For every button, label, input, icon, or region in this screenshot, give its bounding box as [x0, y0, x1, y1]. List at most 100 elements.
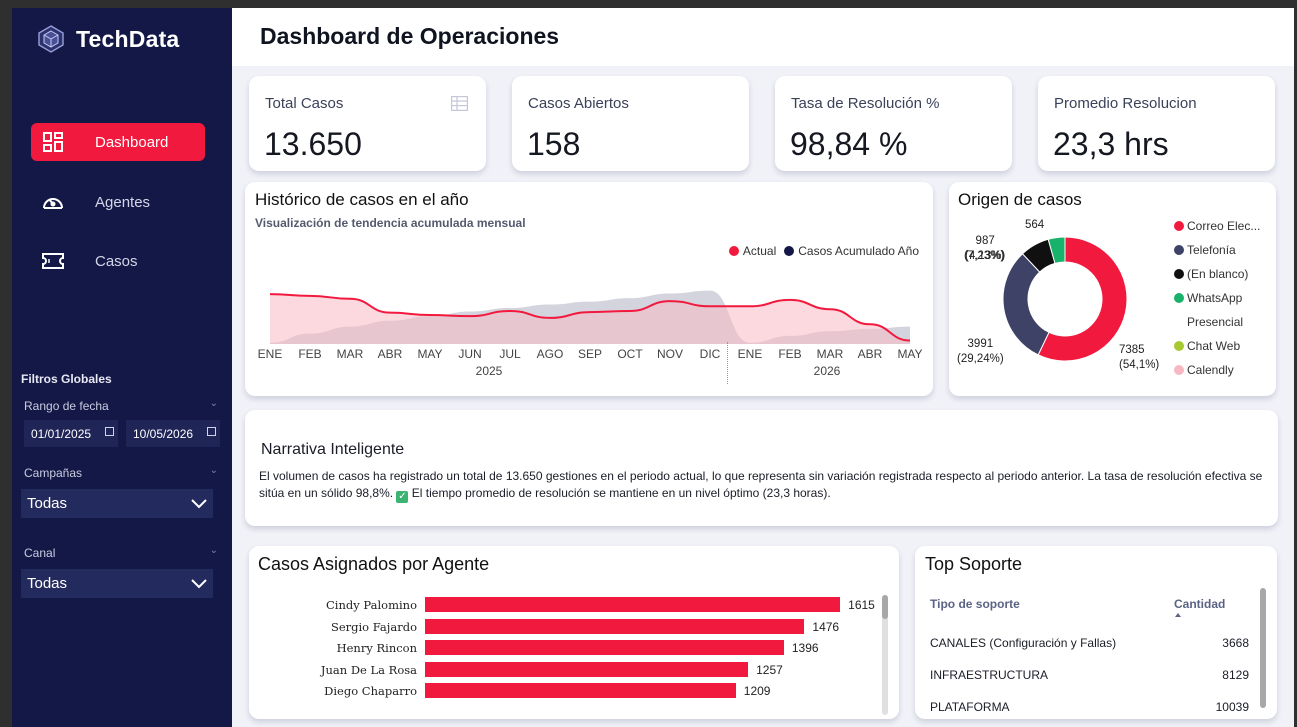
- legend-marker: [1174, 293, 1184, 303]
- slice-label: 987 (4,13%): [965, 234, 1005, 264]
- kpi-card-open[interactable]: Casos Abiertos 158: [512, 76, 749, 171]
- history-chart-card[interactable]: Histórico de casos en el año Visualizaci…: [245, 182, 933, 396]
- date-to-input[interactable]: 10/05/2026: [126, 420, 220, 447]
- brand-name: TechData: [76, 25, 180, 52]
- kpi-title: Promedio Resolucion: [1054, 95, 1197, 112]
- legend-item[interactable]: Actual: [728, 244, 777, 258]
- bar-value-label: 1615: [848, 598, 875, 612]
- legend-label: Presencial: [1187, 315, 1244, 329]
- sidebar-item-dashboard[interactable]: Dashboard: [31, 123, 205, 161]
- top-support-card[interactable]: Top Soporte Tipo de soporte Cantidad CAN…: [915, 546, 1277, 719]
- sort-ascending-icon[interactable]: [1175, 613, 1181, 617]
- x-tick-label: NOV: [656, 347, 684, 361]
- sidebar-item-agentes[interactable]: Agentes: [31, 183, 205, 221]
- bar[interactable]: [425, 597, 841, 612]
- donut-slice[interactable]: [1037, 236, 1128, 362]
- series-area-actual[interactable]: [270, 294, 910, 344]
- table-icon[interactable]: [451, 96, 468, 111]
- slice-value: 564: [1025, 219, 1045, 231]
- kpi-card-resolution-rate[interactable]: Tasa de Resolución % 98,84 %: [775, 76, 1012, 171]
- legend-item[interactable]: WhatsApp: [1174, 291, 1242, 305]
- x-tick-label: MAY: [897, 347, 923, 361]
- bar[interactable]: [425, 640, 784, 655]
- kpi-card-total[interactable]: Total Casos 13.650: [249, 76, 486, 171]
- legend-label: Actual: [742, 244, 777, 258]
- legend-item[interactable]: Chat Web: [1174, 339, 1240, 353]
- x-tick-label: MAR: [336, 347, 364, 361]
- channel-dropdown[interactable]: Todas: [21, 569, 213, 598]
- cube-logo-icon: [38, 25, 64, 53]
- legend-item[interactable]: (En blanco): [1174, 267, 1248, 281]
- bar[interactable]: [425, 683, 736, 698]
- bar-category-label: Juan De La Rosa: [320, 662, 417, 677]
- year-label: 2025: [475, 364, 503, 378]
- agents-scrollbar[interactable]: [882, 595, 888, 715]
- history-chart-subtitle: Visualización de tendencia acumulada men…: [255, 216, 526, 230]
- legend-marker: [1174, 365, 1184, 375]
- kpi-card-avg-resolution[interactable]: Promedio Resolucion 23,3 hrs: [1038, 76, 1275, 171]
- column-header-type[interactable]: Tipo de soporte: [930, 597, 1020, 611]
- agents-bar-chart[interactable]: Cindy Palomino 1615 Sergio Fajardo 1476 Henr…: [249, 594, 879, 714]
- slice-value: 987: [975, 235, 995, 247]
- slice-pct: (54,1%): [1119, 359, 1160, 371]
- date-from-input[interactable]: 01/01/2025: [24, 420, 118, 447]
- sidebar: TechData Dashboard Agentes: [12, 8, 232, 727]
- year-divider: [727, 342, 728, 384]
- scrollbar-thumb[interactable]: [882, 595, 888, 619]
- kpi-title: Total Casos: [265, 95, 344, 112]
- ticket-icon: [40, 248, 66, 274]
- bar-value-label: 1257: [756, 662, 783, 677]
- bar-value-label: 1476: [812, 619, 840, 634]
- history-area-chart[interactable]: [270, 282, 910, 344]
- filters-title: Filtros Globales: [21, 372, 112, 386]
- narrative-text-1: El volumen de casos ha registrado un tot…: [259, 469, 1263, 500]
- slice-label: 7385 (54,1%): [1119, 343, 1159, 373]
- table-cell-qty: 8129: [1222, 668, 1249, 682]
- agents-chart-card[interactable]: Casos Asignados por Agente Cindy Palomin…: [249, 546, 899, 719]
- legend-item[interactable]: Telefonía: [1174, 243, 1236, 257]
- legend-item[interactable]: Correo Elec...: [1174, 219, 1260, 233]
- legend-marker: [1174, 269, 1184, 279]
- slice-label: 564: [1025, 218, 1044, 233]
- x-tick-label: ENE: [737, 347, 763, 361]
- channel-label: Canal: [24, 546, 56, 560]
- sidebar-item-casos[interactable]: Casos: [31, 242, 205, 280]
- legend-item[interactable]: Presencial: [1174, 315, 1243, 329]
- scrollbar-thumb[interactable]: [1260, 588, 1266, 708]
- bar-category-label: Henry Rincon: [336, 641, 417, 655]
- legend-marker: [1174, 221, 1184, 231]
- narrative-card: Narrativa Inteligente El volumen de caso…: [245, 410, 1278, 526]
- bar[interactable]: [425, 661, 749, 677]
- calendar-icon[interactable]: [105, 427, 114, 436]
- chevron-down-icon[interactable]: ⌄: [209, 465, 218, 476]
- x-tick-label: ENE: [257, 347, 283, 361]
- legend-marker: [728, 246, 739, 256]
- origin-chart-card[interactable]: Origen de casos 7385 (54,1%) 3991 (29,24%)…: [949, 182, 1276, 396]
- narrative-text: El volumen de casos ha registrado un tot…: [259, 468, 1269, 503]
- legend-item[interactable]: Casos Acumulado Año: [784, 244, 919, 258]
- kpi-title: Tasa de Resolución %: [791, 95, 940, 112]
- date-to-value: 10/05/2026: [133, 426, 194, 441]
- top-support-title: Top Soporte: [925, 554, 1023, 574]
- table-cell-type: INFRAESTRUCTURA: [930, 668, 1049, 682]
- chevron-down-icon[interactable]: ⌄: [209, 398, 218, 409]
- x-tick-label: MAY: [417, 347, 443, 361]
- table-cell-qty: 3668: [1222, 636, 1249, 650]
- chevron-down-icon[interactable]: ⌄: [209, 545, 218, 556]
- bar[interactable]: [425, 618, 805, 634]
- x-tick-label: AGO: [536, 347, 564, 361]
- slice-value: 7385: [1119, 344, 1145, 356]
- column-header-qty[interactable]: Cantidad: [1174, 597, 1226, 611]
- calendar-icon[interactable]: [207, 427, 216, 436]
- sidebar-item-label: Casos: [95, 252, 138, 270]
- kpi-title: Casos Abiertos: [528, 95, 629, 112]
- table-cell-type: CANALES (Configuración y Fallas): [930, 636, 1117, 650]
- origin-donut-chart[interactable]: [1001, 235, 1129, 363]
- donut-slice[interactable]: [1047, 236, 1066, 264]
- legend-item[interactable]: Calendly: [1174, 363, 1234, 377]
- narrative-title: Narrativa Inteligente: [261, 441, 405, 458]
- campaign-dropdown[interactable]: Todas: [21, 489, 213, 518]
- series-line-actual[interactable]: [270, 293, 910, 342]
- x-tick-label: FEB: [778, 347, 802, 361]
